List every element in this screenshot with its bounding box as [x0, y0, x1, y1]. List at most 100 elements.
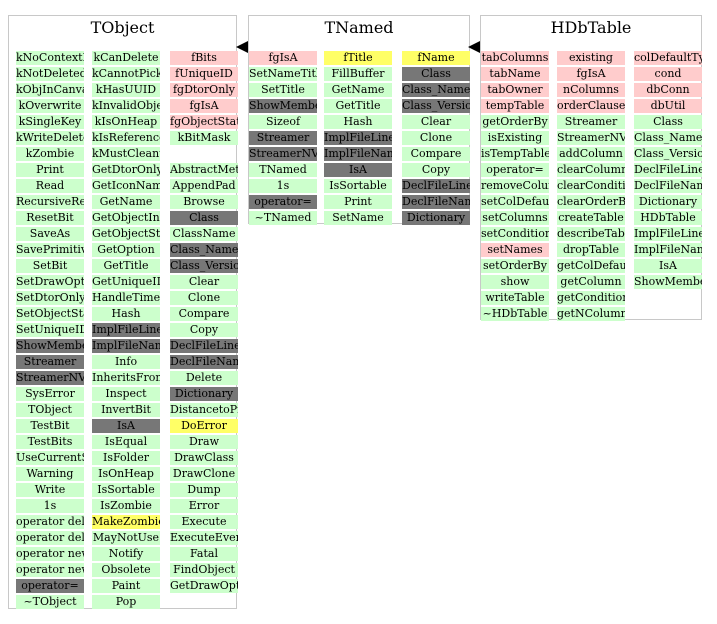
- member-cell: kOverwrite: [16, 99, 84, 113]
- member-cell: kNoContextMenu: [16, 51, 84, 65]
- member-cell: setColDefaultType: [481, 195, 549, 209]
- member-cell: kCannotPick: [92, 67, 160, 81]
- member-column: colDefaultType cond dbConn dbUtil Class Class…: [634, 51, 702, 291]
- member-cell: kInvalidObject: [92, 99, 160, 113]
- member-cell: GetDrawOption: [170, 579, 238, 593]
- member-column: fTitle FillBuffer GetName GetTitle Hash ImplF…: [324, 51, 392, 227]
- member-cell: HandleTimer: [92, 291, 160, 305]
- member-cell: operator delete[]: [16, 531, 84, 545]
- member-cell: TestBits: [16, 435, 84, 449]
- member-cell: Pop: [92, 595, 160, 609]
- member-cell: Class: [170, 211, 238, 225]
- member-cell: Read: [16, 179, 84, 193]
- member-column: tabColumns tabName tabOwner tempTable getOrd…: [481, 51, 549, 323]
- member-cell: dbConn: [634, 83, 702, 97]
- member-cell: setColumns: [481, 211, 549, 225]
- member-cell: SysError: [16, 387, 84, 401]
- member-cell: dropTable: [557, 243, 625, 257]
- member-cell: addColumn: [557, 147, 625, 161]
- member-cell: colDefaultType: [634, 51, 702, 65]
- member-cell: clearOrderBy: [557, 195, 625, 209]
- member-cell: fName: [402, 51, 470, 65]
- member-cell: Info: [92, 355, 160, 369]
- member-cell: kMustCleanup: [92, 147, 160, 161]
- member-cell: GetObjectStat: [92, 227, 160, 241]
- member-cell: kCanDelete: [92, 51, 160, 65]
- member-cell: Compare: [170, 307, 238, 321]
- member-cell: Error: [170, 499, 238, 513]
- member-cell: TNamed: [249, 163, 317, 177]
- member-cell: Class: [634, 115, 702, 129]
- member-column: kCanDelete kCannotPick kHasUUID kInvalidObj…: [92, 51, 160, 611]
- member-cell: Hash: [92, 307, 160, 321]
- member-cell: Copy: [402, 163, 470, 177]
- member-cell: Clone: [402, 131, 470, 145]
- member-cell: ExecuteEvent: [170, 531, 238, 545]
- member-cell: kBitMask: [170, 131, 238, 145]
- member-cell: tabColumns: [481, 51, 549, 65]
- member-cell: Dump: [170, 483, 238, 497]
- member-cell: ResetBit: [16, 211, 84, 225]
- member-cell: ImplFileName: [324, 147, 392, 161]
- member-cell: fTitle: [324, 51, 392, 65]
- member-cell: Copy: [170, 323, 238, 337]
- member-cell: Compare: [402, 147, 470, 161]
- member-cell: SaveAs: [16, 227, 84, 241]
- member-cell: MayNotUse: [92, 531, 160, 545]
- member-cell: InheritsFrom: [92, 371, 160, 385]
- class-title: TObject: [90, 18, 155, 37]
- member-cell: operator new[]: [16, 563, 84, 577]
- member-cell: Write: [16, 483, 84, 497]
- member-cell: cond: [634, 67, 702, 81]
- member-cell: createTable: [557, 211, 625, 225]
- member-cell: GetOption: [92, 243, 160, 257]
- member-cell: ImplFileName: [634, 243, 702, 257]
- member-cell: Obsolete: [92, 563, 160, 577]
- member-cell: DeclFileName: [402, 195, 470, 209]
- member-cell: isTempTable: [481, 147, 549, 161]
- member-cell: AbstractMethod: [170, 163, 238, 177]
- member-cell: GetObjectInfo: [92, 211, 160, 225]
- member-cell: DrawClone: [170, 467, 238, 481]
- member-cell: Class_Name: [402, 83, 470, 97]
- member-column: fName Class Class_Name Class_Version Clear Cl…: [402, 51, 470, 227]
- member-cell: ImplFileLine: [324, 131, 392, 145]
- member-cell: ImplFileLine: [634, 227, 702, 241]
- member-cell: IsSortable: [92, 483, 160, 497]
- member-cell: DeclFileLine: [402, 179, 470, 193]
- member-cell: setNames: [481, 243, 549, 257]
- member-cell: setOrderBy: [481, 259, 549, 273]
- member-cell: IsA: [324, 163, 392, 177]
- member-cell: GetDtorOnly: [92, 163, 160, 177]
- member-cell: [170, 147, 238, 161]
- member-cell: tabOwner: [481, 83, 549, 97]
- member-cell: kObjInCanvas: [16, 83, 84, 97]
- member-cell: ShowMembers: [634, 275, 702, 289]
- member-cell: getColDefaultType: [557, 259, 625, 273]
- member-cell: tempTable: [481, 99, 549, 113]
- member-cell: Delete: [170, 371, 238, 385]
- member-column: fBits fUniqueID fgDtorOnly fgIsA fgObjectSta…: [170, 51, 238, 595]
- member-cell: kZombie: [16, 147, 84, 161]
- member-cell: describeTable: [557, 227, 625, 241]
- member-cell: existing: [557, 51, 625, 65]
- member-cell: Execute: [170, 515, 238, 529]
- member-cell: DeclFileName: [170, 355, 238, 369]
- member-cell: Dictionary: [634, 195, 702, 209]
- member-cell: Paint: [92, 579, 160, 593]
- member-cell: Clear: [402, 115, 470, 129]
- member-cell: SavePrimitive: [16, 243, 84, 257]
- member-cell: show: [481, 275, 549, 289]
- member-cell: StreamerNVirtual: [557, 131, 625, 145]
- member-cell: isExisting: [481, 131, 549, 145]
- member-cell: Print: [16, 163, 84, 177]
- member-cell: MakeZombie: [92, 515, 160, 529]
- member-column: existing fgIsA nColumns orderClause Streamer…: [557, 51, 625, 323]
- member-cell: IsOnHeap: [92, 467, 160, 481]
- member-cell: Warning: [16, 467, 84, 481]
- member-cell: Fatal: [170, 547, 238, 561]
- member-cell: writeTable: [481, 291, 549, 305]
- member-cell: Streamer: [557, 115, 625, 129]
- member-cell: GetTitle: [324, 99, 392, 113]
- member-cell: SetName: [324, 211, 392, 225]
